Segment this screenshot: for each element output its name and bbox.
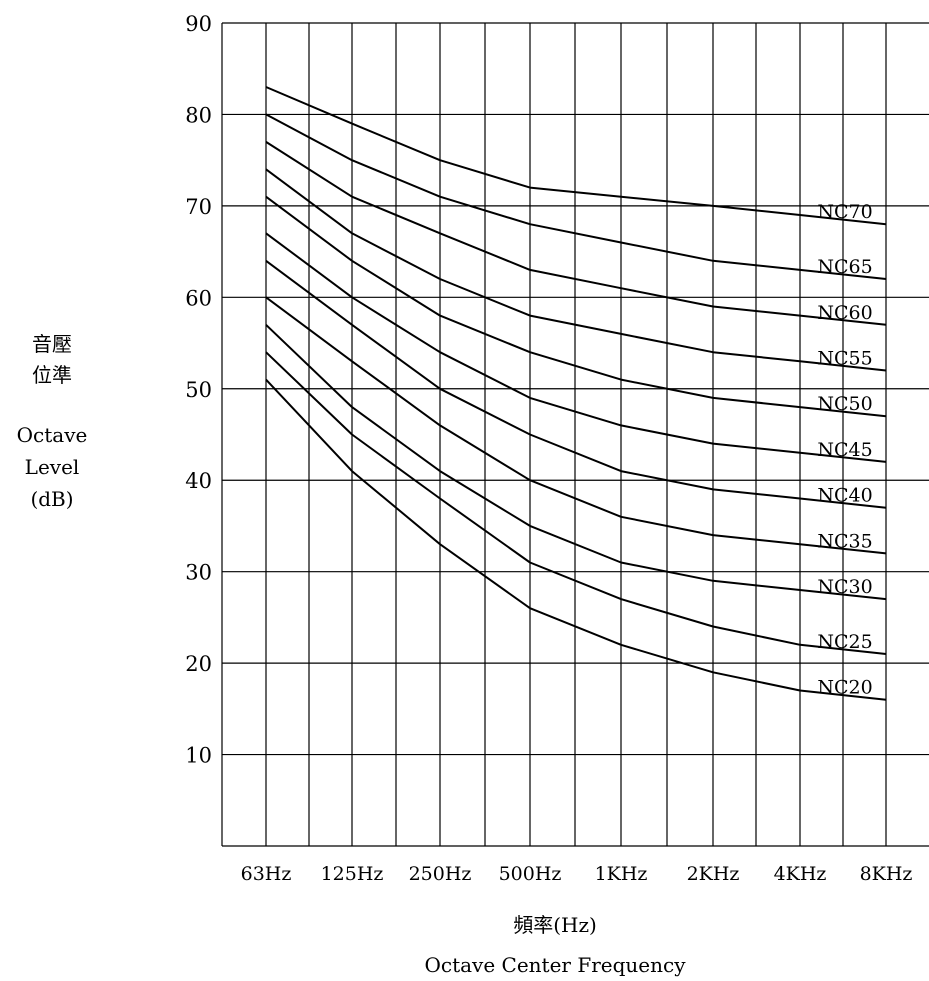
series-label-nc20: NC20: [817, 677, 872, 699]
series-label-nc50: NC50: [817, 393, 872, 415]
series-label-nc40: NC40: [817, 485, 872, 507]
y-tick-label-30: 30: [185, 561, 212, 585]
y-tick-label-40: 40: [185, 469, 212, 493]
series-line-nc30: [265, 324, 887, 601]
series-line-nc55: [265, 168, 887, 372]
y-tick-label-10: 10: [185, 744, 212, 768]
y-tick-label-60: 60: [185, 286, 212, 310]
y-tick-label-50: 50: [185, 378, 212, 402]
x-tick-label-2: 250Hz: [409, 863, 472, 885]
series-line-nc65: [265, 113, 887, 280]
series-label-nc65: NC65: [817, 256, 872, 278]
series-label-nc60: NC60: [817, 302, 872, 324]
series-line-nc45: [265, 232, 887, 463]
series-label-nc45: NC45: [817, 439, 872, 461]
y-axis-title-en-2: Level: [25, 455, 80, 479]
series-label-nc70: NC70: [817, 201, 872, 223]
series-line-nc70: [265, 86, 887, 226]
series-labels: NC70 NC65 NC60 NC55 NC50 NC45 NC40 NC35 NC30 NC25…: [817, 201, 872, 699]
y-tick-label-20: 20: [185, 652, 212, 676]
y-axis-title-en-3: (dB): [30, 487, 73, 511]
x-tick-label-5: 2KHz: [687, 863, 740, 885]
series-label-nc30: NC30: [817, 576, 872, 598]
x-tick-label-3: 500Hz: [499, 863, 562, 885]
y-tick-label-90: 90: [185, 12, 212, 36]
y-axis-title-en-1: Octave: [17, 423, 88, 447]
series-label-nc35: NC35: [817, 530, 872, 552]
series-layer: [265, 86, 887, 701]
x-axis-title-zh: 頻率(Hz): [513, 913, 597, 937]
x-tick-label-7: 8KHz: [860, 863, 913, 885]
x-tick-label-4: 1KHz: [595, 863, 648, 885]
series-line-nc25: [265, 351, 887, 655]
series-line-nc20: [265, 378, 887, 701]
x-tick-label-0: 63Hz: [241, 863, 292, 885]
y-tick-label-80: 80: [185, 103, 212, 127]
series-line-nc35: [265, 296, 887, 555]
x-axis-title-en: Octave Center Frequency: [424, 953, 686, 977]
series-label-nc25: NC25: [817, 631, 872, 653]
y-tick-labels: 10 20 30 40 50 60 70 80 90: [185, 12, 212, 768]
series-line-nc60: [265, 141, 887, 326]
x-tick-label-6: 4KHz: [774, 863, 827, 885]
x-tick-labels: 63Hz 125Hz 250Hz 500Hz 1KHz 2KHz 4KHz 8KHz: [241, 863, 913, 885]
x-tick-label-1: 125Hz: [321, 863, 384, 885]
y-axis-title-zh-1: 音壓: [32, 332, 72, 356]
series-line-nc50: [265, 195, 887, 418]
y-tick-label-70: 70: [185, 195, 212, 219]
series-line-nc40: [265, 259, 887, 509]
series-label-nc55: NC55: [817, 347, 872, 369]
y-axis-title-zh-2: 位準: [32, 363, 72, 387]
